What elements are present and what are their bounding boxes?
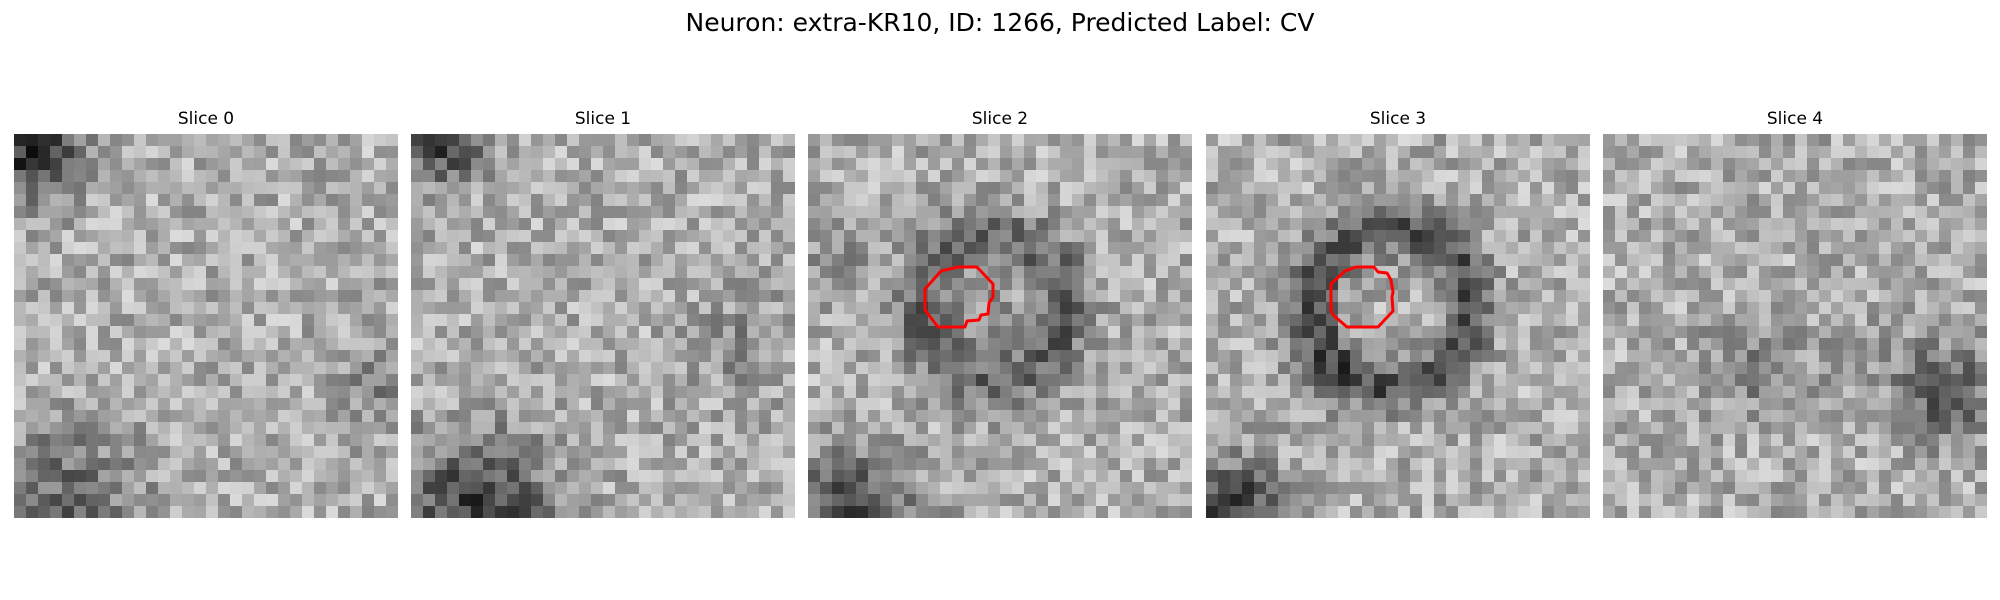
slice-1-image [411, 134, 795, 518]
slice-3-title: Slice 3 [1369, 109, 1427, 129]
slice-0-image [14, 134, 398, 518]
slice-3-contour [1329, 265, 1395, 329]
slice-4-image [1603, 134, 1987, 518]
slice-1-title: Slice 1 [574, 109, 632, 129]
slice-2-contour [923, 265, 995, 329]
slice-0-title: Slice 0 [177, 109, 235, 129]
slice-4-title: Slice 4 [1766, 109, 1824, 129]
slice-3-image [1206, 134, 1590, 518]
figure-title: Neuron: extra-KR10, ID: 1266, Predicted … [685, 8, 1315, 37]
slice-2-title: Slice 2 [971, 109, 1029, 129]
slice-2-image [808, 134, 1192, 518]
